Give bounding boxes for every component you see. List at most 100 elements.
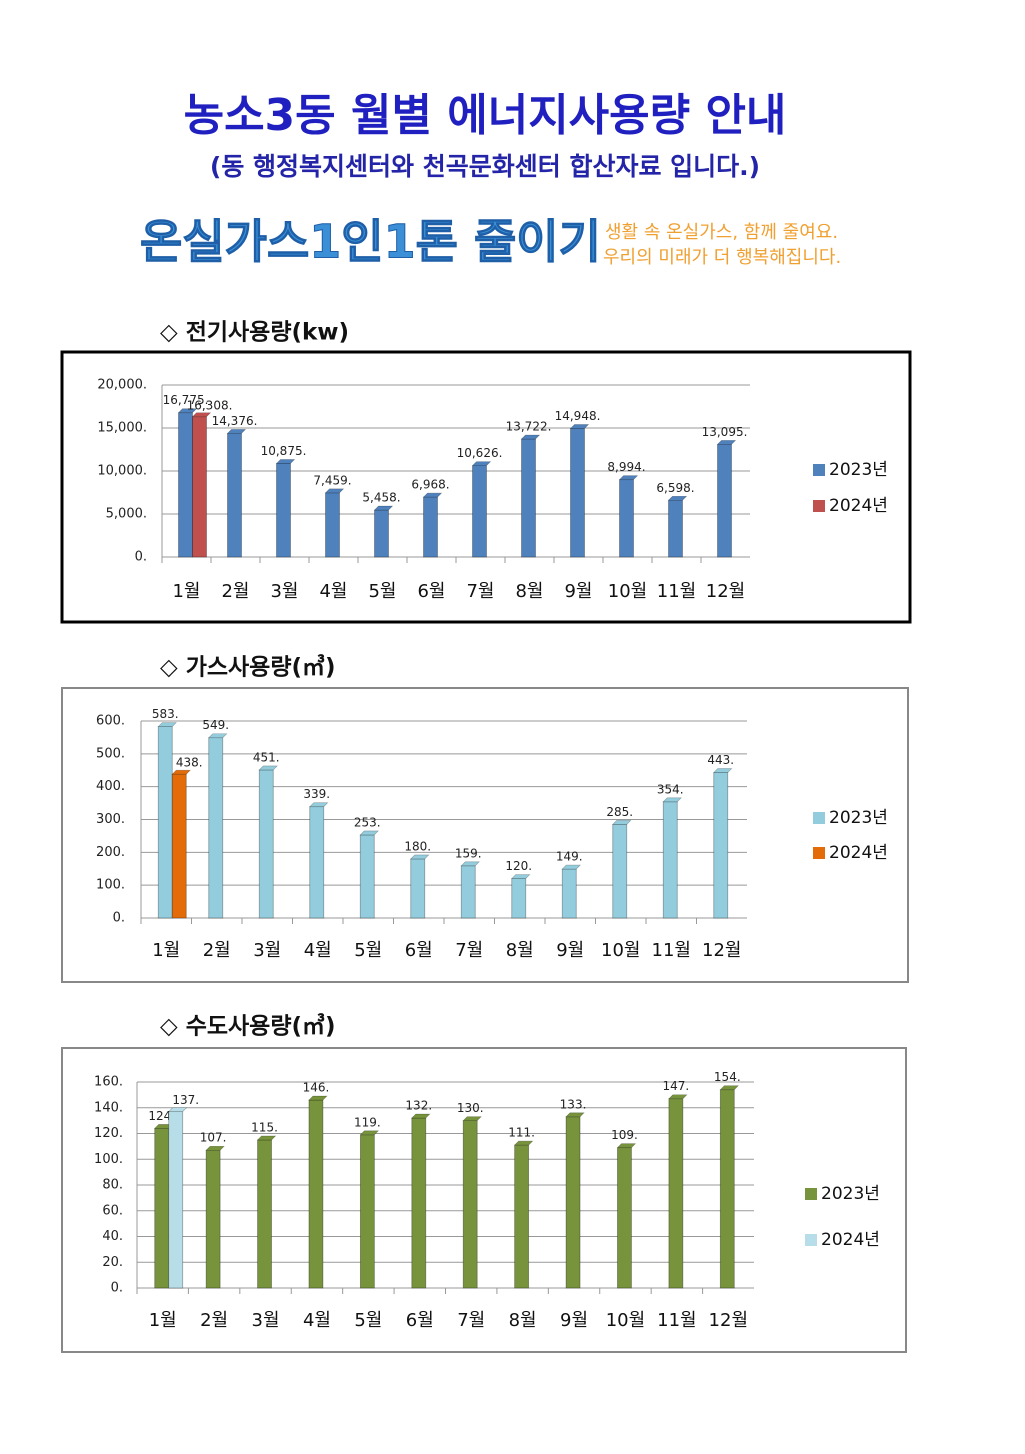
value-label: 133. — [560, 1097, 587, 1111]
x-tick-label: 7월 — [457, 1310, 485, 1331]
y-tick-label: 60. — [102, 1203, 123, 1218]
bar — [561, 868, 577, 919]
x-tick-label: 3월 — [270, 581, 298, 602]
value-label: 6,598. — [656, 481, 694, 495]
bar-top — [177, 408, 198, 414]
x-tick-label: 5월 — [368, 581, 396, 602]
y-tick-label: 20. — [102, 1255, 123, 1270]
bar-top — [719, 1085, 740, 1091]
value-label: 443. — [707, 753, 734, 767]
value-label: 149. — [556, 850, 583, 864]
value-label: 159. — [455, 846, 482, 860]
value-label: 13,722. — [506, 419, 552, 433]
legend-swatch — [805, 1234, 817, 1246]
bar-top — [668, 1094, 688, 1100]
x-tick-label: 5월 — [354, 940, 382, 961]
x-tick-label: 12월 — [709, 1310, 748, 1331]
legend-swatch — [813, 464, 825, 476]
y-tick-label: 15,000. — [97, 421, 147, 436]
slogan: 우리의 미래가 더 행복해집니다. — [603, 247, 841, 268]
legend-label: 2024년 — [829, 496, 888, 516]
value-label: 115. — [251, 1120, 278, 1134]
bar — [521, 438, 536, 558]
bar — [719, 1089, 735, 1289]
value-label: 14,376. — [212, 414, 258, 428]
bar-top — [205, 1145, 225, 1151]
chart-title: ◇ 전기사용량(kw) — [160, 320, 349, 346]
title: 농소3동 월별 에너지사용량 안내 — [184, 90, 787, 141]
bar-top — [462, 1116, 482, 1121]
value-label: 13,095. — [702, 425, 748, 439]
bar-top — [324, 488, 345, 494]
bar — [359, 1134, 375, 1289]
bar — [308, 1099, 324, 1289]
bar-top — [471, 461, 492, 466]
value-label: 132. — [405, 1099, 432, 1113]
bar — [511, 878, 527, 919]
x-tick-label: 6월 — [406, 1310, 434, 1331]
bar-top — [157, 722, 177, 727]
x-tick-label: 10월 — [608, 581, 647, 602]
value-label: 111. — [508, 1126, 535, 1140]
bar — [157, 726, 173, 919]
bar — [205, 1149, 221, 1289]
y-tick-label: 160. — [94, 1075, 123, 1090]
x-tick-label: 4월 — [304, 940, 332, 961]
value-label: 5,458. — [362, 491, 400, 505]
x-tick-label: 6월 — [417, 581, 445, 602]
value-label: 253. — [354, 815, 381, 829]
value-label: 119. — [354, 1115, 381, 1129]
x-tick-label: 2월 — [200, 1310, 228, 1331]
x-tick-label: 1월 — [152, 940, 180, 961]
x-tick-label: 3월 — [252, 1310, 280, 1331]
value-label: 16,308. — [187, 398, 233, 412]
bar-top — [716, 440, 737, 445]
bar-top — [256, 1135, 277, 1141]
value-label: 16,775. — [163, 393, 209, 407]
bar-top — [422, 492, 443, 498]
legend-label: 2024년 — [821, 1230, 880, 1250]
value-label: 339. — [303, 787, 330, 801]
y-tick-label: 40. — [102, 1229, 123, 1244]
bar — [713, 772, 729, 919]
legend-label: 2023년 — [829, 460, 888, 480]
bar-top — [667, 495, 688, 501]
value-label: 8,994. — [607, 460, 645, 474]
x-tick-label: 11월 — [657, 1310, 696, 1331]
bar-top — [208, 733, 228, 739]
bar-top — [411, 1113, 431, 1119]
bar-top — [520, 434, 541, 440]
bar — [359, 834, 375, 919]
chart-frame — [61, 1047, 907, 1353]
bar — [411, 1117, 427, 1289]
bar — [227, 432, 242, 558]
bar — [257, 1139, 272, 1289]
legend-swatch — [813, 500, 825, 512]
legend-swatch — [813, 847, 825, 859]
bar-top — [513, 1140, 534, 1146]
x-tick-label: 8월 — [515, 581, 543, 602]
value-label: 583. — [152, 707, 179, 721]
bar — [617, 1147, 632, 1289]
value-label: 7,459. — [313, 473, 351, 487]
x-tick-label: 3월 — [253, 940, 281, 961]
y-tick-label: 0. — [113, 911, 125, 926]
value-label: 130. — [457, 1101, 484, 1115]
bar — [717, 443, 732, 558]
value-label: 107. — [200, 1131, 227, 1145]
y-tick-label: 100. — [94, 1152, 123, 1167]
bar-top — [511, 874, 531, 879]
bar-top — [410, 854, 430, 860]
value-label: 438. — [176, 756, 203, 770]
x-tick-label: 1월 — [172, 581, 200, 602]
value-label: 180. — [404, 839, 431, 853]
x-tick-label: 10월 — [606, 1310, 645, 1331]
bar-top — [460, 861, 480, 867]
x-tick-label: 2월 — [203, 940, 231, 961]
bar-top — [359, 1130, 380, 1136]
y-tick-label: 600. — [96, 714, 125, 729]
bar — [612, 824, 628, 919]
value-label: 147. — [663, 1079, 690, 1093]
y-tick-label: 80. — [102, 1178, 123, 1193]
x-tick-label: 9월 — [560, 1310, 588, 1331]
